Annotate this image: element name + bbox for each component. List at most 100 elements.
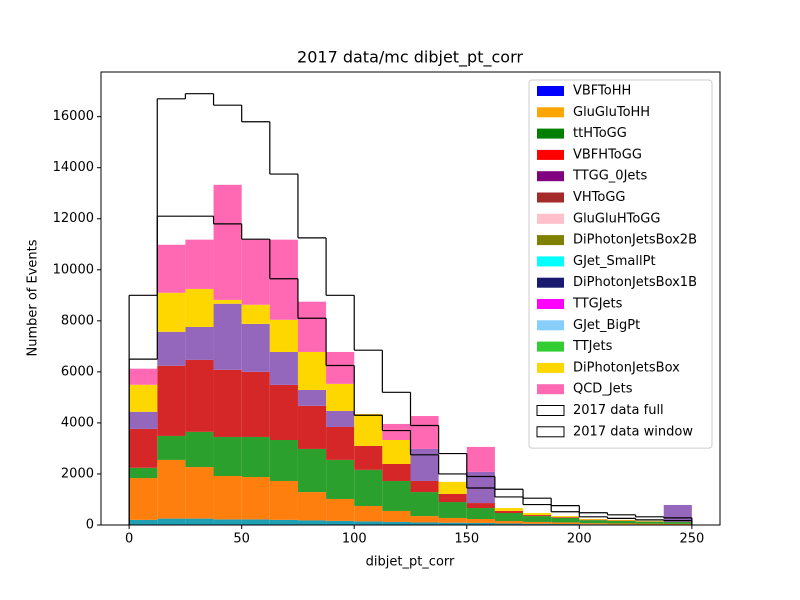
histogram-bar: [551, 522, 580, 524]
histogram-bar: [663, 504, 692, 522]
histogram-bar: [466, 522, 495, 525]
legend-swatch: [537, 299, 564, 309]
legend-label: VBFToHH: [573, 84, 631, 99]
histogram-bar: [213, 303, 242, 370]
histogram-bar: [635, 523, 664, 525]
legend-swatch: [537, 235, 564, 246]
histogram-bar: [129, 519, 158, 525]
histogram-bar: [410, 480, 439, 493]
histogram-bar: [241, 304, 270, 324]
histogram-bar: [157, 244, 186, 293]
histogram-bar: [157, 435, 186, 460]
legend-label: 2017 data full: [573, 403, 664, 418]
histogram-bar: [438, 522, 467, 525]
y-tick-label: 6000: [61, 364, 94, 379]
histogram-bar: [354, 413, 383, 446]
histogram-bar: [297, 389, 327, 406]
histogram-bar: [297, 301, 327, 352]
histogram-bar: [297, 492, 327, 521]
histogram-bar: [157, 331, 186, 366]
histogram-bar: [382, 521, 411, 525]
legend-label: 2017 data window: [573, 424, 693, 439]
histogram-bar: [579, 519, 608, 520]
histogram-bar: [241, 436, 270, 478]
histogram-bar: [523, 516, 552, 522]
legend-swatch: [537, 86, 564, 96]
histogram-bar: [157, 292, 186, 332]
legend-swatch: [537, 341, 564, 352]
histogram-bar: [129, 368, 158, 385]
x-tick-label: 100: [342, 532, 367, 547]
y-tick-label: 14000: [53, 160, 94, 175]
legend-label: DiPhotonJetsBox2B: [573, 233, 697, 248]
histogram-bar: [551, 517, 580, 518]
histogram-bar: [494, 508, 524, 511]
legend-swatch: [537, 213, 564, 224]
legend-label: GluGluHToGG: [573, 211, 660, 226]
histogram-bar: [466, 519, 495, 523]
histogram-bar: [326, 383, 355, 411]
histogram-bar: [297, 448, 327, 493]
histogram-bar: [523, 515, 552, 517]
histogram-bar: [663, 522, 692, 524]
histogram-bar: [410, 416, 439, 449]
legend-label: TTJets: [572, 339, 613, 354]
histogram-bar: [410, 516, 439, 523]
legend: VBFToHH GluGluToHH ttHToGG VBFHToGG TTGG_0Je…: [528, 79, 713, 449]
histogram-bar: [129, 478, 158, 520]
histogram-bar: [494, 510, 524, 514]
histogram-bar: [185, 467, 214, 519]
histogram-bar: [410, 522, 439, 525]
histogram-bar: [494, 513, 524, 522]
histogram-bar: [410, 492, 439, 517]
histogram-bar: [213, 436, 242, 476]
legend-swatch: [537, 128, 564, 139]
histogram-bar: [269, 384, 298, 441]
histogram-bar: [326, 459, 355, 499]
histogram-bar: [466, 503, 495, 509]
histogram-bar: [213, 184, 242, 300]
histogram-bar: [185, 326, 214, 360]
legend-swatch: [537, 320, 564, 331]
legend-label: ttHToGG: [573, 126, 627, 141]
legend-label: VHToGG: [573, 190, 626, 205]
legend-label: TTGJets: [572, 297, 623, 312]
histogram-bar: [438, 517, 467, 523]
histogram-bar: [326, 498, 355, 521]
plot-area: [128, 93, 693, 525]
histogram-bar: [241, 477, 270, 520]
histogram-bar: [213, 369, 242, 437]
histogram-bar: [663, 523, 692, 525]
histogram-bar: [157, 365, 186, 436]
histogram-bar: [326, 426, 355, 460]
histogram-bar: [607, 523, 636, 525]
legend-swatch: [537, 362, 564, 373]
histogram-bar: [241, 371, 270, 437]
y-tick-label: 4000: [61, 415, 94, 430]
axes-frame: [100, 71, 721, 526]
legend-label: DiPhotonJetsBox: [573, 360, 680, 375]
histogram-bar: [326, 410, 355, 427]
histogram-bar: [579, 520, 608, 524]
legend-swatch: [536, 405, 565, 416]
histogram-bar: [607, 520, 636, 524]
histogram-bar: [354, 469, 383, 506]
histogram-bar: [185, 288, 214, 327]
histogram-bar: [241, 323, 270, 372]
histogram-bar: [551, 516, 580, 518]
histogram-bar: [494, 521, 524, 524]
y-tick-label: 2000: [61, 466, 94, 481]
histogram-bar: [354, 505, 383, 522]
histogram-bar: [269, 351, 298, 385]
histogram-bar: [382, 423, 411, 441]
histogram-bar: [326, 351, 355, 384]
histogram-bar: [213, 475, 242, 520]
histogram-bar: [523, 521, 552, 524]
legend-swatch: [537, 192, 564, 203]
histogram-bar: [466, 446, 495, 472]
y-tick-label: 8000: [61, 313, 94, 328]
histogram-bar: [382, 510, 411, 522]
histogram-bar: [438, 481, 467, 494]
histogram-bar: [269, 480, 298, 520]
histogram-bar: [382, 480, 411, 511]
